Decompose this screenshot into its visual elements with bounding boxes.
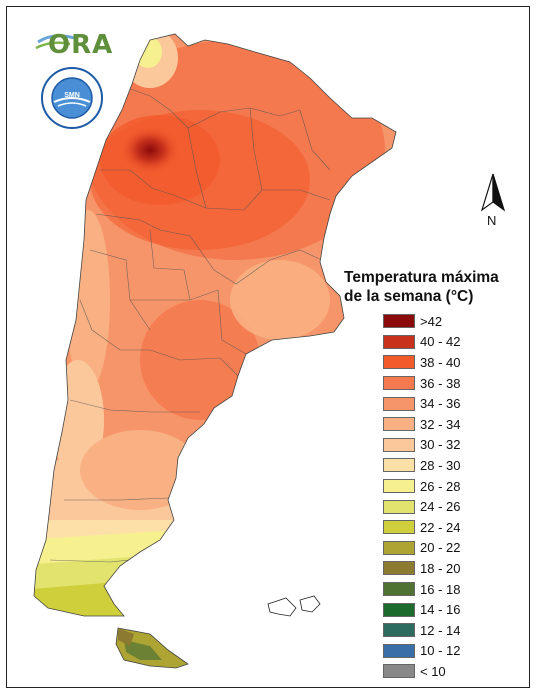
legend-label: 24 - 26	[420, 499, 461, 515]
ora-logo	[35, 34, 75, 50]
smn-seal-logo: SMN	[41, 67, 103, 129]
legend-item: 28 - 30	[383, 455, 522, 476]
temperature-legend: Temperatura máxima de la semana (°C) >42…	[344, 268, 522, 682]
legend-swatch	[383, 355, 415, 370]
legend-swatch	[383, 417, 415, 432]
legend-item: 12 - 14	[383, 620, 522, 641]
legend-swatch	[383, 479, 415, 494]
legend-swatch	[383, 643, 415, 658]
legend-item: 36 - 38	[383, 373, 522, 394]
legend-label: 18 - 20	[420, 560, 461, 576]
north-label: N	[487, 213, 497, 228]
legend-item: 38 - 40	[383, 352, 522, 373]
legend-label: 32 - 34	[420, 416, 461, 432]
legend-label: 12 - 14	[420, 622, 461, 638]
legend-item: 24 - 26	[383, 496, 522, 517]
ora-logo-text: ORA	[48, 30, 114, 60]
legend-label: 30 - 32	[420, 437, 461, 453]
legend-label: 28 - 30	[420, 457, 461, 473]
legend-swatch	[383, 623, 415, 638]
country-outline	[33, 33, 397, 617]
legend-swatch	[383, 499, 415, 514]
legend-swatch	[383, 520, 415, 535]
tierra-del-fuego	[115, 627, 189, 669]
legend-item: 40 - 42	[383, 332, 522, 353]
legend-swatch	[383, 458, 415, 473]
legend-label: 16 - 18	[420, 581, 461, 597]
legend-item: 20 - 22	[383, 538, 522, 559]
legend-label: 34 - 36	[420, 396, 461, 412]
legend-label: 40 - 42	[420, 334, 461, 350]
legend-label: 14 - 16	[420, 602, 461, 618]
legend-label: 38 - 40	[420, 354, 461, 370]
legend-item: >42	[383, 311, 522, 332]
legend-label: 36 - 38	[420, 375, 461, 391]
legend-label: 20 - 22	[420, 540, 461, 556]
legend-item: < 10	[383, 661, 522, 682]
legend-swatch	[383, 602, 415, 617]
legend-swatch	[383, 664, 415, 679]
malvinas-islands	[267, 595, 321, 617]
legend-label: < 10	[420, 663, 446, 679]
legend-swatch	[383, 582, 415, 597]
legend-item: 30 - 32	[383, 435, 522, 456]
legend-swatch	[383, 437, 415, 452]
legend-item: 10 - 12	[383, 641, 522, 662]
legend-swatch	[383, 314, 415, 329]
legend-swatch	[383, 540, 415, 555]
legend-item: 34 - 36	[383, 393, 522, 414]
legend-swatch	[383, 396, 415, 411]
legend-swatch	[383, 376, 415, 391]
svg-text:SMN: SMN	[64, 92, 80, 99]
legend-item: 14 - 16	[383, 599, 522, 620]
legend-item: 26 - 28	[383, 476, 522, 497]
legend-swatch	[383, 334, 415, 349]
north-arrow-icon	[480, 173, 506, 212]
legend-item: 22 - 24	[383, 517, 522, 538]
legend-label: >42	[420, 313, 443, 329]
legend-label: 10 - 12	[420, 643, 461, 659]
legend-title: Temperatura máxima de la semana (°C)	[344, 269, 499, 305]
legend-label: 26 - 28	[420, 478, 461, 494]
legend-swatch	[383, 561, 415, 576]
legend-item: 18 - 20	[383, 558, 522, 579]
legend-item: 32 - 34	[383, 414, 522, 435]
legend-label: 22 - 24	[420, 519, 461, 535]
legend-item: 16 - 18	[383, 579, 522, 600]
legend-items: >42 40 - 42 38 - 40 36 - 38 34 - 36 32 - 34 30…	[383, 311, 522, 682]
